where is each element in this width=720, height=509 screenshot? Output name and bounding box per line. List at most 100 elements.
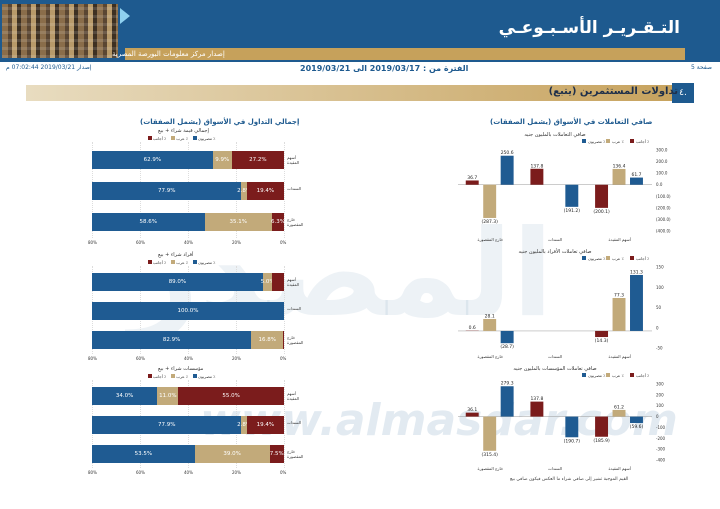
section-banner — [26, 85, 694, 101]
legend-swatch — [171, 374, 176, 378]
legend-label: مصريون ٪ — [588, 373, 605, 378]
y-tick-label: -300 — [656, 447, 666, 452]
institutions-trading-chart: مؤسسات شراء + بيع أجانب ٪ عرب ٪ مصريون ٪ 80%… — [85, 366, 310, 478]
bar — [565, 184, 579, 207]
x-tick-label: 20% — [232, 470, 241, 475]
bar-segment: 11.0% — [157, 387, 179, 406]
x-tick-label: 20% — [232, 240, 241, 245]
data-label: 279.3 — [501, 381, 514, 387]
legend-item: مصريون ٪ — [193, 260, 215, 265]
bar-segment: 77.9% — [92, 182, 242, 200]
bar-segment: 62.9% — [92, 150, 213, 169]
legend-label: مصريون ٪ — [588, 139, 605, 144]
legend-label: عرب ٪ — [612, 373, 624, 378]
bar-segment: 7.5% — [269, 444, 284, 463]
stacked-bar: 77.9% 2.8% 19.4% — [92, 182, 284, 200]
stacked-bar: 53.5% 39.0% 7.5% — [92, 444, 284, 463]
legend-label: مصريون ٪ — [198, 374, 216, 379]
bar — [612, 168, 626, 185]
category-label: السندات — [548, 354, 562, 359]
category-label: خارج المقصورة — [287, 334, 304, 345]
y-tick-label: 200.0 — [656, 159, 668, 164]
y-tick-label: 0 — [656, 325, 659, 330]
chart-title: صافي تعاملات الأفراد بالمليون جنيه — [519, 248, 592, 255]
category-label: السندات — [287, 306, 302, 311]
legend-label: عرب ٪ — [176, 136, 189, 141]
legend-label: أجانب ٪ — [153, 136, 167, 141]
legend-swatch — [630, 373, 634, 377]
y-tick-label: 100.0 — [656, 171, 668, 176]
net-institutions-chart: صافي تعاملات المؤسسات بالمليون جنيهمصريو… — [458, 366, 666, 471]
data-label: 0.6 — [469, 325, 476, 331]
bar — [595, 416, 609, 437]
y-tick-label: (400.0) — [656, 229, 671, 234]
data-label: (190.7) — [564, 438, 581, 444]
bar — [483, 318, 497, 331]
legend-swatch — [193, 136, 198, 140]
chart-title: أفراد شراء + بيع — [158, 252, 194, 258]
chart-legend: أجانب ٪ عرب ٪ مصريون ٪ — [148, 260, 215, 265]
right-panel-footnote: القيم الموجبة تشير إلى صافي شراء ما العك… — [510, 477, 629, 482]
legend-label: أجانب ٪ — [636, 373, 649, 378]
category-label: خارج المقصورة — [287, 448, 304, 459]
bar-segment: 19.4% — [246, 416, 284, 434]
bar-segment — [283, 330, 284, 349]
bar-segment: 53.5% — [92, 444, 195, 463]
bar-segment: 2.8% — [237, 182, 251, 200]
bar-segment: 100.0% — [92, 302, 284, 320]
y-tick-label: -100 — [656, 425, 666, 430]
legend-item: أجانب ٪ — [148, 260, 166, 265]
bar-segment: 9.9% — [212, 150, 232, 169]
bar — [630, 274, 643, 331]
category-label: أسهم المقيدة — [287, 154, 300, 165]
x-tick-label: 80% — [88, 356, 97, 361]
data-label: 137.8 — [530, 396, 543, 402]
bar — [500, 330, 514, 344]
y-tick-label: 100 — [656, 403, 664, 408]
bar-segment: 5.0% — [261, 273, 275, 292]
category-label: أسهم المقيدة — [287, 277, 300, 288]
legend-swatch — [582, 139, 586, 143]
chart-legend: أجانب ٪ عرب ٪ مصريون ٪ — [148, 136, 215, 141]
bar — [483, 184, 497, 218]
data-label: (200.1) — [593, 209, 610, 215]
data-label: 36.1 — [467, 407, 477, 413]
data-label: (14.3) — [595, 338, 609, 344]
bar-segment: 19.4% — [246, 182, 284, 200]
stacked-bar: 58.6% 35.1% 6.3% — [92, 213, 285, 232]
category-label: خارج المقصورة — [287, 217, 304, 228]
y-tick-label: 100 — [656, 285, 664, 290]
legend-label: أجانب ٪ — [636, 139, 649, 144]
bar-segment: 82.9% — [92, 330, 252, 349]
bar — [500, 155, 514, 185]
x-tick-label: 60% — [136, 470, 145, 475]
legend-item: أجانب ٪ — [148, 374, 166, 379]
report-title: التـقـريـر الأسـبـوعـي — [498, 18, 680, 38]
legend-swatch — [582, 373, 586, 377]
issue-timestamp: إصدار 2019/03/21 07:02:44 م — [6, 64, 92, 71]
data-label: 36.7 — [467, 175, 477, 181]
bar — [465, 180, 479, 185]
y-tick-label: -200 — [656, 436, 666, 441]
y-tick-label: -400 — [656, 458, 666, 463]
legend-swatch — [148, 136, 152, 140]
y-tick-label: 150 — [656, 265, 664, 270]
total-trading-chart: إجمالي قيمة شراء + بيع أجانب ٪ عرب ٪ مصريون… — [85, 128, 310, 248]
y-tick-label: 300 — [656, 382, 664, 387]
right-panel-title: صافي التعاملات في الأسواق (يشمل الصفقات) — [490, 118, 653, 126]
bar — [565, 416, 579, 438]
bar-segment: 77.9% — [92, 416, 242, 434]
bar — [595, 184, 609, 208]
bar — [483, 416, 497, 451]
legend-swatch — [171, 260, 176, 264]
legend-swatch — [148, 374, 152, 378]
data-label: 137.8 — [530, 163, 543, 169]
data-label: 250.6 — [501, 150, 514, 156]
legend-swatch — [193, 374, 198, 378]
legend-swatch — [193, 260, 198, 264]
data-label: 28.1 — [485, 313, 495, 319]
data-label: (287.3) — [481, 219, 498, 225]
y-tick-label: (100.0) — [656, 194, 671, 199]
category-label: أسهم المقيدة — [287, 391, 300, 402]
